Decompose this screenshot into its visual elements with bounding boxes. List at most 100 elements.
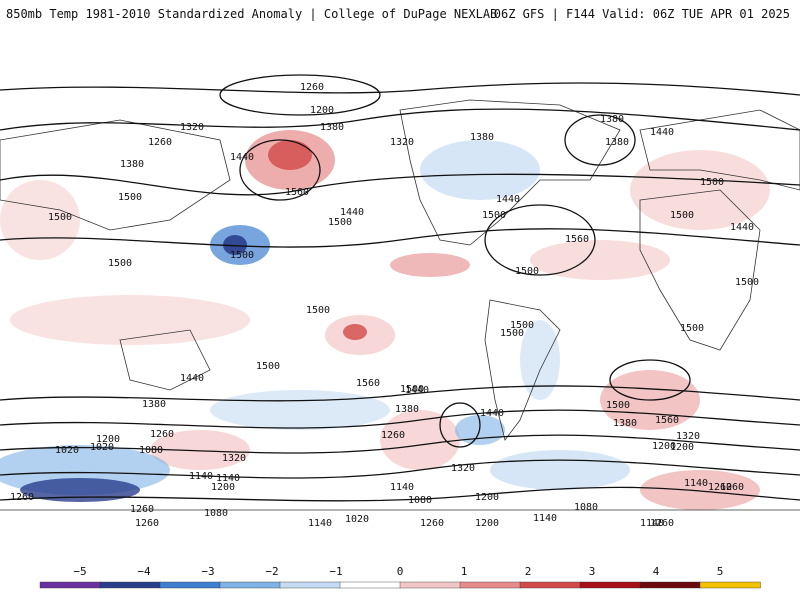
contour-label: 1500 — [328, 217, 352, 228]
model-run-info: 06Z GFS | F144 Valid: 06Z TUE APR 01 202… — [493, 7, 790, 21]
contour-label: 1260 — [708, 482, 732, 493]
contour-label: 1500 — [400, 384, 424, 395]
contour-label: 1200 — [475, 492, 499, 503]
contour-label: 1260 — [135, 518, 159, 529]
cold-anomaly-area — [210, 390, 390, 430]
contour-label: 1320 — [222, 453, 246, 464]
contour-label: 1560 — [565, 234, 589, 245]
contour-label: 1020 — [345, 514, 369, 525]
contour-label: 1500 — [230, 250, 254, 261]
contour-line — [609, 359, 691, 401]
contour-line — [0, 385, 800, 402]
colorbar-swatch — [639, 581, 701, 589]
warm-anomaly-area — [390, 253, 470, 277]
contour-label: 1020 — [90, 442, 114, 453]
contour-line — [0, 459, 800, 479]
contour-label: 1500 — [670, 210, 694, 221]
cold-anomaly-area — [420, 140, 540, 200]
north-america-outline — [399, 99, 621, 246]
contour-label: 1500 — [306, 305, 330, 316]
colorbar-tick-label: −1 — [329, 565, 343, 578]
colorbar-tick-label: −5 — [73, 565, 87, 578]
contour-label: 1140 — [533, 513, 557, 524]
warm-anomaly-area — [268, 140, 312, 170]
contour-label: 1380 — [605, 137, 629, 148]
contour-line — [0, 228, 800, 248]
contour-label: 1500 — [515, 266, 539, 277]
contour-line — [239, 139, 321, 201]
cold-anomaly-area — [20, 478, 140, 502]
contour-label: 1260 — [650, 518, 674, 529]
contour-line — [0, 108, 800, 131]
colorbar-swatch — [699, 581, 761, 589]
contour-line — [0, 486, 800, 502]
colorbar-scale — [39, 581, 761, 589]
contour-label: 1080 — [204, 508, 228, 519]
contour-label: 1440 — [340, 207, 364, 218]
map-canvas: 1260 1200 1320 1380 1380 1260 1440 1380 1320 1440… — [0, 70, 800, 530]
contour-label: 1140 — [189, 471, 213, 482]
colorbar-segments — [39, 581, 761, 589]
contour-labels: 1260 1200 1320 1380 1380 1260 1440 1380 1320 1440… — [10, 82, 759, 529]
contour-label: 1500 — [700, 177, 724, 188]
warm-anomaly-area — [530, 240, 670, 280]
contour-label: 1260 — [420, 518, 444, 529]
contour-label: 1440 — [405, 385, 429, 396]
header: 850mb Temp 1981-2010 Standardized Anomal… — [0, 0, 800, 30]
warm-anomaly-area — [640, 470, 760, 510]
contour-label: 1440 — [230, 152, 254, 163]
map-title: 850mb Temp 1981-2010 Standardized Anomal… — [6, 7, 498, 21]
contour-label: 1260 — [148, 137, 172, 148]
contour-label: 1200 — [96, 434, 120, 445]
warm-anomaly-area — [630, 150, 770, 230]
contour-line — [564, 114, 636, 166]
europe-outline — [639, 109, 800, 191]
contour-label: 1260 — [10, 492, 34, 503]
contour-label: 1440 — [650, 127, 674, 138]
warm-anomaly-area — [0, 180, 80, 260]
contour-label: 1260 — [720, 482, 744, 493]
colorbar-swatch — [579, 581, 641, 589]
contour-label: 1260 — [300, 82, 324, 93]
colorbar-swatch — [339, 581, 401, 589]
colorbar-tick-label: 0 — [396, 565, 404, 578]
contour-label: 1440 — [180, 373, 204, 384]
contour-label: 1020 — [55, 445, 79, 456]
contour-label: 1380 — [470, 132, 494, 143]
contour-label: 1560 — [655, 415, 679, 426]
contour-label: 1140 — [308, 518, 332, 529]
anomaly-map: 1260 1200 1320 1380 1380 1260 1440 1380 1320 1440… — [0, 70, 800, 530]
cold-anomaly-area — [520, 320, 560, 400]
contour-line — [0, 173, 800, 196]
contour-label: 1500 — [680, 323, 704, 334]
cold-anomaly-area — [223, 235, 247, 255]
contour-label: 1260 — [381, 430, 405, 441]
contour-label: 1080 — [408, 495, 432, 506]
contour-label: 1560 — [356, 378, 380, 389]
colorbar-tick-label: 4 — [652, 565, 660, 578]
contour-line — [0, 82, 800, 96]
contour-label: 1500 — [108, 258, 132, 269]
contour-label: 1380 — [320, 122, 344, 133]
cold-anomaly-area — [490, 450, 630, 490]
contour-label: 1320 — [180, 122, 204, 133]
contour-label: 1080 — [139, 445, 163, 456]
colorbar-tick-label: −2 — [265, 565, 279, 578]
asia-outline — [0, 119, 231, 231]
contour-label: 1320 — [451, 463, 475, 474]
contour-label: 1500 — [510, 320, 534, 331]
contour-label: 1380 — [395, 404, 419, 415]
contour-label: 1200 — [310, 105, 334, 116]
contour-label: 1200 — [670, 442, 694, 453]
contour-label: 1500 — [606, 400, 630, 411]
contour-line — [439, 402, 481, 448]
colorbar-swatch — [399, 581, 461, 589]
contour-label: 1200 — [211, 482, 235, 493]
contour-label: 1380 — [613, 418, 637, 429]
coastlines — [0, 99, 800, 511]
warm-anomaly-area — [150, 430, 250, 470]
colorbar-tick-label: 5 — [716, 565, 724, 578]
colorbar-tick-label: −4 — [137, 565, 151, 578]
contour-label: 1200 — [652, 441, 676, 452]
warm-anomaly-area — [10, 295, 250, 345]
